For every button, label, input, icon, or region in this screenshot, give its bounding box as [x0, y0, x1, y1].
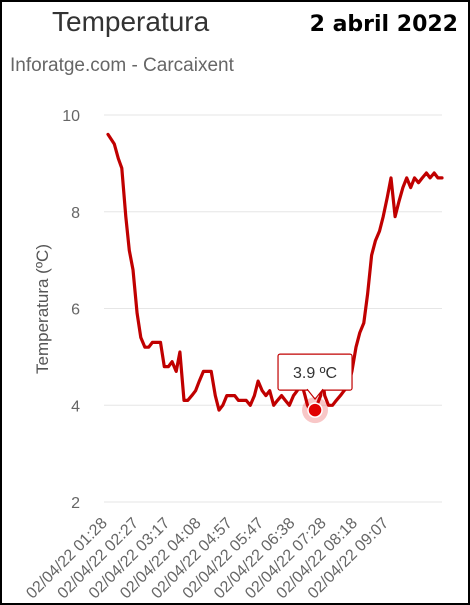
temperature-line: [106, 132, 444, 412]
tooltip-marker[interactable]: [307, 402, 323, 418]
grid-lines: [104, 114, 442, 503]
y-tick-label: 4: [71, 398, 80, 415]
tooltip-pointer: [306, 388, 324, 401]
y-tick-label: 6: [71, 302, 80, 319]
chart-title: Temperatura: [52, 6, 210, 37]
y-tick-label: 10: [62, 108, 80, 125]
y-axis-label: Temperatura (ºC): [33, 244, 52, 374]
y-tick-label: 2: [71, 495, 80, 512]
chart-subtitle: Inforatge.com - Carcaixent: [10, 55, 234, 76]
y-tick-label: 8: [71, 205, 80, 222]
series-layer: [106, 132, 444, 412]
y-tick-labels: 2 4 6 8 10: [62, 108, 80, 512]
date-stamp: 2 abril 2022: [309, 12, 458, 37]
tooltip-label: 3.9 ºC: [293, 365, 337, 382]
tooltip: 3.9 ºC: [277, 353, 353, 424]
